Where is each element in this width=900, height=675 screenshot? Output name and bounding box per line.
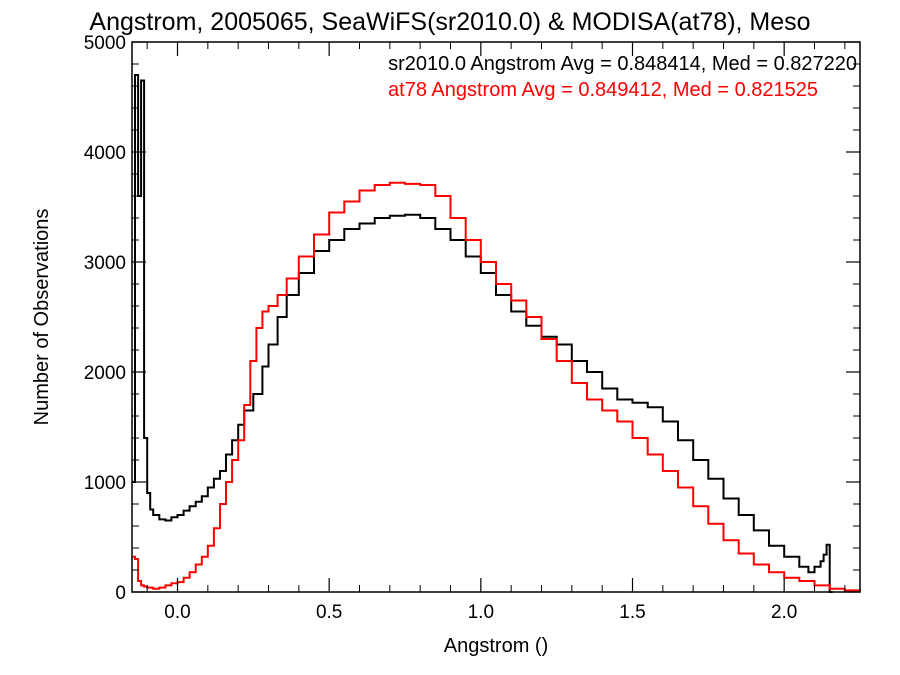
- chart-title: Angstrom, 2005065, SeaWiFS(sr2010.0) & M…: [89, 8, 810, 36]
- y-tick-label: 5000: [84, 33, 126, 54]
- y-tick-label: 0: [115, 583, 126, 604]
- x-tick-label: 1.5: [619, 602, 645, 623]
- series-layer: [132, 74, 861, 593]
- x-tick-label: 2.0: [771, 602, 797, 623]
- x-tick-label: 1.0: [468, 602, 494, 623]
- x-tick-label: 0.5: [316, 602, 342, 623]
- y-axis-label: Number of Observations: [31, 209, 53, 426]
- legend-entry-at78: at78 Angstrom Avg = 0.849412, Med = 0.82…: [388, 79, 818, 101]
- x-axis-label: Angstrom (): [444, 635, 548, 657]
- series-line-sr2010.0: [132, 74, 833, 593]
- y-tick-label: 1000: [84, 473, 126, 494]
- y-tick-label: 3000: [84, 253, 126, 274]
- y-tick-label: 4000: [84, 143, 126, 164]
- x-tick-label: 0.0: [164, 602, 190, 623]
- axes-layer: 0.0 0.5 1.0 1.5 2.0 0 1000 2000 3000 4000 5000: [84, 33, 860, 623]
- y-tick-label: 2000: [84, 363, 126, 384]
- series-line-at78: [132, 181, 861, 592]
- plot-frame: [131, 41, 861, 593]
- legend-entry-sr2010: sr2010.0 Angstrom Avg = 0.848414, Med = …: [388, 53, 857, 75]
